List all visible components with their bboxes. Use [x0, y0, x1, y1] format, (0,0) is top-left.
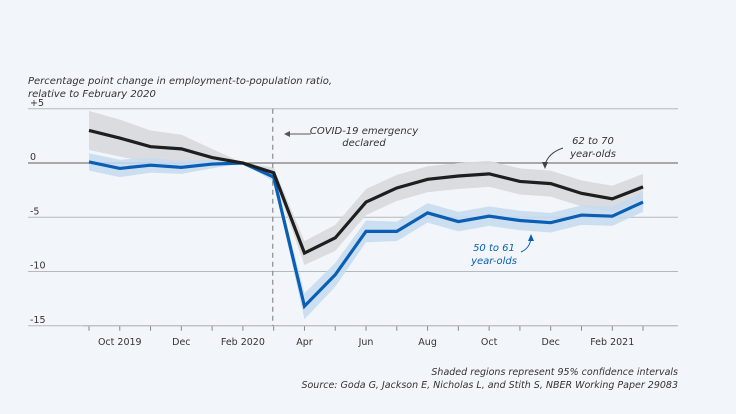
- confidence-band-50-61: [89, 153, 644, 320]
- y-tick-label: +5: [30, 98, 44, 109]
- series-line-62-70: [88, 128, 644, 256]
- y-axis-labels: +5 0 -5 -10 -15: [30, 98, 46, 326]
- footer: Shaded regions represent 95% confidence …: [301, 366, 678, 392]
- chart-title-line-1: Percentage point change in employment-to…: [28, 76, 332, 87]
- series-label-50-61-line-1: 50 to 61: [473, 243, 515, 254]
- covid-annotation: COVID-19 emergency declared: [284, 126, 419, 149]
- x-tick-label: Dec: [172, 337, 190, 348]
- series-line-50-61: [88, 160, 644, 310]
- series-label-62-70: 62 to 70 year-olds: [542, 136, 616, 169]
- x-tick-label: Feb 2021: [590, 337, 634, 348]
- covid-annotation-line-1: COVID-19 emergency: [310, 126, 419, 137]
- y-tick-label: 0: [30, 152, 36, 163]
- confidence-band-62-70: [89, 110, 644, 265]
- chart-title-line-2: relative to February 2020: [28, 89, 156, 100]
- x-tick-label: Aug: [418, 337, 437, 348]
- series-lines: [88, 128, 644, 310]
- x-tick-label: Oct 2019: [98, 337, 142, 348]
- covid-arrow-head-icon: [284, 131, 290, 137]
- series-label-62-70-arrowhead-icon: [542, 162, 548, 169]
- series-label-50-61-line-2: year-olds: [470, 256, 517, 267]
- series-label-62-70-line-2: year-olds: [569, 149, 616, 160]
- y-tick-label: -10: [30, 261, 46, 272]
- footer-source: Source: Goda G, Jackson E, Nicholas L, a…: [301, 380, 678, 391]
- x-tick-label: Oct: [481, 337, 498, 348]
- y-tick-label: -15: [30, 315, 46, 326]
- y-tick-label: -5: [30, 206, 39, 217]
- footer-note: Shaded regions represent 95% confidence …: [431, 367, 678, 378]
- covid-annotation-line-2: declared: [342, 138, 386, 149]
- series-label-62-70-line-1: 62 to 70: [572, 136, 614, 147]
- x-tick-label: Jun: [358, 337, 374, 348]
- x-tick-label: Apr: [296, 337, 313, 348]
- x-tick-label: Dec: [542, 337, 560, 348]
- series-label-50-61: 50 to 61 year-olds: [470, 234, 534, 267]
- x-axis: Oct 2019 Dec Feb 2020 Apr Jun Aug Oct Dec Feb 20…: [82, 325, 678, 348]
- x-tick-label: Feb 2020: [221, 337, 265, 348]
- series-label-50-61-arrowhead-icon: [528, 234, 534, 241]
- confidence-bands: [89, 110, 644, 320]
